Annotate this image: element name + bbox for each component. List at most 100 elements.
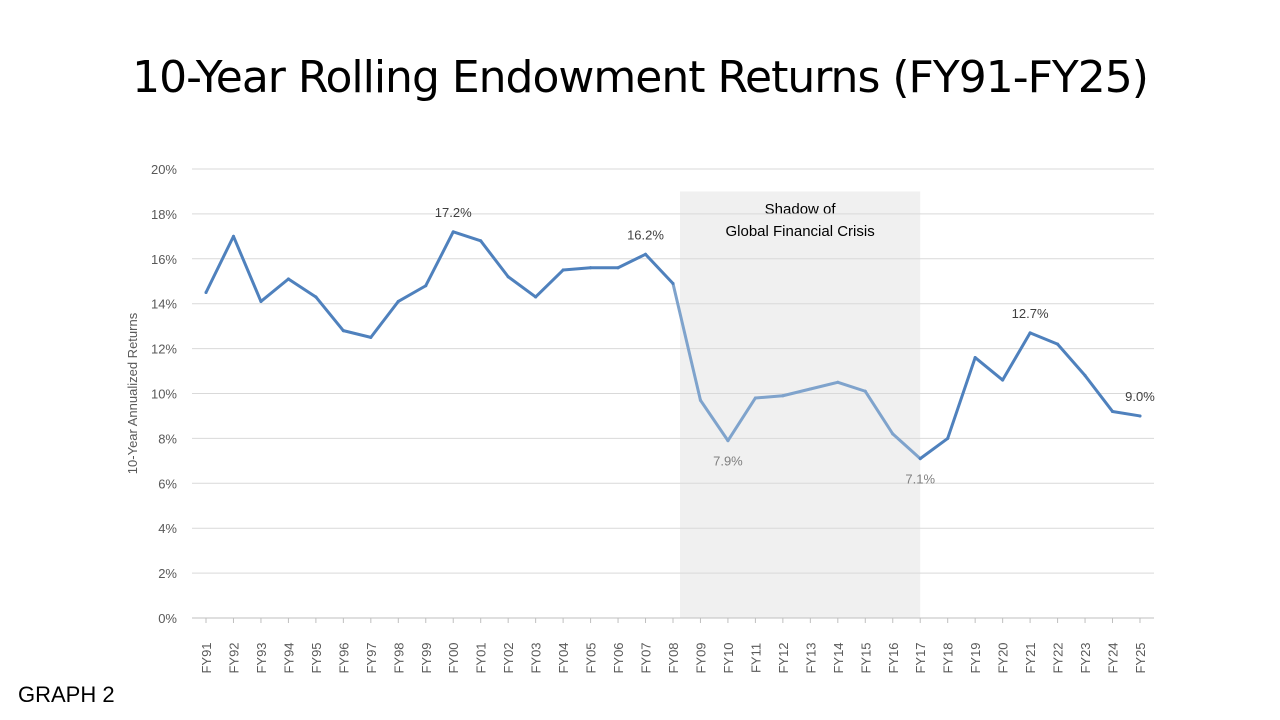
line-segment	[1001, 331, 1032, 382]
data-point	[204, 290, 208, 294]
line-segment	[369, 299, 400, 339]
line-segment	[204, 234, 235, 294]
y-tick-label: 4%	[158, 521, 177, 536]
data-point	[589, 266, 593, 270]
graph-label: GRAPH 2	[18, 682, 115, 707]
x-tick-label: FY06	[611, 642, 626, 673]
x-tick-label: FY12	[776, 642, 791, 673]
x-tick-label: FY18	[941, 642, 956, 673]
x-tick-label: FY03	[529, 642, 544, 673]
y-axis-label: 10-Year Annualized Returns	[125, 312, 140, 474]
line-segment	[451, 230, 483, 243]
x-tick-label: FY04	[556, 642, 571, 673]
x-tick-label: FY19	[968, 642, 983, 673]
line-segment	[973, 356, 1005, 382]
x-tick-label: FY10	[721, 642, 736, 673]
data-point	[1138, 414, 1142, 418]
data-point	[424, 284, 428, 288]
data-label: 12.7%	[1012, 306, 1049, 321]
data-label: 7.9%	[713, 454, 743, 469]
data-point	[973, 356, 977, 360]
line-segment	[781, 387, 812, 398]
line-segment	[671, 281, 702, 402]
x-tick-label: FY22	[1051, 642, 1066, 673]
x-tick-label: FY07	[639, 642, 654, 673]
chart-title: 10-Year Rolling Endowment Returns (FY91-…	[132, 52, 1149, 103]
data-label: 16.2%	[627, 227, 664, 242]
line-segment	[259, 277, 290, 303]
data-point	[946, 436, 950, 440]
data-point	[1083, 374, 1087, 378]
line-segment	[1111, 409, 1142, 418]
data-point	[891, 432, 895, 436]
x-tick-label: FY99	[419, 642, 434, 673]
data-point	[231, 234, 235, 238]
data-point	[671, 281, 675, 285]
x-tick-label: FY91	[199, 642, 214, 673]
shaded-region-label: Global Financial Crisis	[725, 223, 874, 240]
data-label: 7.1%	[905, 472, 935, 487]
line-segment	[314, 295, 345, 333]
line-segment	[286, 277, 318, 299]
data-point	[1056, 342, 1060, 346]
line-segment	[891, 432, 922, 461]
x-tick-label: FY93	[254, 642, 269, 673]
x-tick-label: FY17	[913, 642, 928, 673]
line-segment	[506, 275, 538, 299]
data-point	[561, 268, 565, 272]
line-segment	[396, 284, 428, 303]
x-tick-label: FY25	[1133, 642, 1148, 673]
x-tick-label: FY11	[748, 643, 763, 673]
data-point	[286, 277, 290, 281]
y-tick-label: 0%	[158, 611, 177, 626]
x-tick-label: FY23	[1078, 642, 1093, 673]
data-point	[314, 295, 318, 299]
line-segment	[753, 394, 785, 400]
x-tick-label: FY98	[391, 642, 406, 673]
line-segment	[946, 356, 977, 440]
shaded-region-label: Shadow of	[765, 201, 837, 218]
x-tick-label: FY92	[226, 642, 241, 673]
y-tick-label: 12%	[151, 342, 177, 357]
x-tick-label: FY15	[858, 642, 873, 673]
x-tick-label: FY16	[886, 642, 901, 673]
data-point	[918, 457, 922, 461]
line-segment	[1028, 331, 1060, 346]
x-tick-label: FY20	[996, 642, 1011, 673]
y-tick-label: 6%	[158, 476, 177, 491]
x-tick-label: FY00	[446, 642, 461, 673]
data-point	[341, 329, 345, 333]
line-segment	[726, 396, 757, 443]
y-tick-label: 16%	[151, 252, 177, 267]
line-segment	[616, 252, 648, 270]
line-segment	[424, 230, 455, 288]
data-point	[534, 295, 538, 299]
line-segment	[534, 268, 565, 299]
x-tick-label: FY95	[309, 642, 324, 673]
x-tick-label: FY01	[474, 642, 489, 673]
data-point	[753, 396, 757, 400]
line-segment	[644, 252, 675, 285]
x-tick-label: FY08	[666, 642, 681, 673]
data-point	[863, 389, 867, 393]
data-label: 9.0%	[1125, 389, 1155, 404]
line-segment	[918, 436, 950, 461]
data-point	[451, 230, 455, 234]
x-tick-label: FY13	[803, 642, 818, 673]
y-tick-label: 10%	[151, 387, 177, 402]
x-tick-label: FY24	[1106, 642, 1121, 673]
x-tick-label: FY05	[584, 642, 599, 673]
line-segment	[1083, 374, 1115, 413]
x-tick-label: FY94	[281, 642, 296, 673]
data-point	[479, 239, 483, 243]
y-tick-label: 14%	[151, 297, 177, 312]
y-tick-label: 20%	[151, 162, 177, 177]
data-label: 17.2%	[435, 205, 472, 220]
x-tick-label: FY97	[364, 642, 379, 673]
y-tick-label: 2%	[158, 566, 177, 581]
data-point	[259, 299, 263, 303]
x-tick-label: FY21	[1023, 642, 1038, 673]
x-tick-label: FY09	[693, 642, 708, 673]
data-point	[808, 387, 812, 391]
